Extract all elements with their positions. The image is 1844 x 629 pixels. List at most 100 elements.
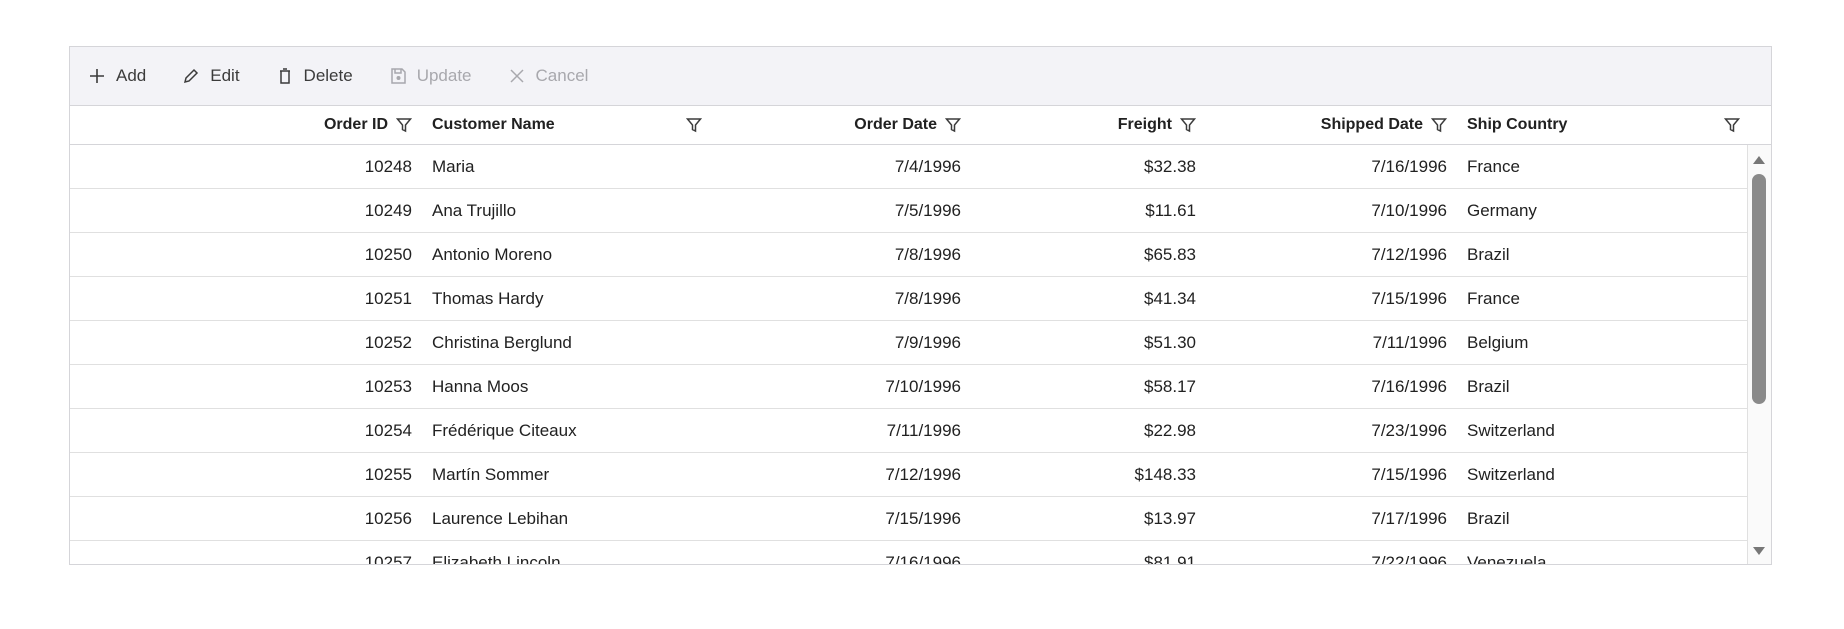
cell: Christina Berglund	[432, 333, 572, 352]
cell: Germany	[1467, 201, 1537, 220]
cell: Elizabeth Lincoln	[432, 553, 561, 565]
delete-label: Delete	[303, 66, 353, 85]
cell: Antonio Moreno	[432, 245, 553, 264]
table-row[interactable]: 10257 Elizabeth Lincoln 7/16/1996 $81.91 7/2…	[70, 541, 1750, 565]
column-header[interactable]: Ship Country	[1457, 106, 1750, 144]
edit-button[interactable]: Edit	[182, 66, 240, 86]
cell: 7/11/1996	[1372, 333, 1447, 352]
column-title: Freight	[1117, 116, 1172, 133]
scrollbar[interactable]	[1747, 145, 1771, 564]
cell: 7/9/1996	[894, 333, 961, 352]
cell: Hanna Moos	[432, 377, 529, 396]
cell: $51.30	[1144, 333, 1196, 352]
cell: France	[1467, 289, 1520, 308]
column-title: Shipped Date	[1320, 116, 1423, 133]
column-title: Customer Name	[432, 116, 555, 133]
update-label: Update	[416, 66, 472, 85]
delete-button[interactable]: Delete	[276, 66, 353, 86]
filter-icon[interactable]	[1180, 117, 1196, 133]
table-row[interactable]: 10252 Christina Berglund 7/9/1996 $51.30 7/1…	[70, 321, 1750, 365]
cancel-label: Cancel	[535, 66, 589, 85]
filter-icon[interactable]	[1724, 117, 1740, 133]
table-row[interactable]: 10249 Ana Trujillo 7/5/1996 $11.61 7/10/1996…	[70, 189, 1750, 233]
cell: $58.17	[1144, 377, 1196, 396]
cell: 10254	[364, 421, 412, 440]
add-label: Add	[116, 66, 147, 85]
column-header[interactable]: Freight	[971, 106, 1206, 144]
add-button[interactable]: Add	[88, 66, 146, 86]
cell: 10257	[364, 553, 412, 565]
cell: Ana Trujillo	[432, 201, 517, 220]
filter-icon[interactable]	[945, 117, 961, 133]
column-header[interactable]: Shipped Date	[1206, 106, 1457, 144]
grid-body: 10248 Maria 7/4/1996 $32.38 7/16/1996 France 1…	[70, 145, 1771, 565]
cell: $41.34	[1144, 289, 1196, 308]
column-header[interactable]: Order ID	[70, 106, 422, 144]
cell: Venezuela	[1467, 553, 1547, 565]
cell: 7/16/1996	[885, 553, 961, 565]
cell: 7/8/1996	[894, 289, 961, 308]
table-row[interactable]: 10250 Antonio Moreno 7/8/1996 $65.83 7/12/19…	[70, 233, 1750, 277]
cell: 10256	[364, 509, 412, 528]
scrollbar-graphic	[1752, 156, 1766, 555]
header-row: Order ID Customer Name Order Date Freight Sh…	[70, 106, 1771, 145]
table-row[interactable]: 10251 Thomas Hardy 7/8/1996 $41.34 7/15/1996…	[70, 277, 1750, 321]
cell: Brazil	[1467, 509, 1510, 528]
cell: Thomas Hardy	[432, 289, 544, 308]
cell: 7/10/1996	[885, 377, 961, 396]
cancel-button[interactable]: Cancel	[508, 66, 589, 86]
filter-icon[interactable]	[686, 117, 702, 133]
cell: Laurence Lebihan	[432, 509, 569, 528]
cell: 7/23/1996	[1371, 421, 1447, 440]
cell: Switzerland	[1467, 465, 1555, 484]
cell: 7/22/1996	[1371, 553, 1447, 565]
cell: 7/15/1996	[885, 509, 961, 528]
cell: 7/10/1996	[1371, 201, 1447, 220]
cell: $22.98	[1144, 421, 1196, 440]
cell: 7/16/1996	[1371, 377, 1447, 396]
cell: 7/15/1996	[1371, 289, 1447, 308]
cell: France	[1467, 157, 1520, 176]
column-title: Order ID	[323, 116, 388, 133]
cell: Belgium	[1467, 333, 1529, 352]
cell: $148.33	[1134, 465, 1196, 484]
cell: $81.91	[1144, 553, 1196, 565]
cell: Brazil	[1467, 377, 1510, 396]
cell: $32.38	[1144, 157, 1196, 176]
cell: 7/11/1996	[886, 421, 961, 440]
table-row[interactable]: 10254 Frédérique Citeaux 7/11/1996 $22.98 7/…	[70, 409, 1750, 453]
cell: $65.83	[1144, 245, 1196, 264]
table-row[interactable]: 10253 Hanna Moos 7/10/1996 $58.17 7/16/1996 B…	[70, 365, 1750, 409]
cell: 7/5/1996	[894, 201, 961, 220]
edit-label: Edit	[210, 66, 240, 85]
cell: 7/16/1996	[1371, 157, 1447, 176]
column-header[interactable]: Customer Name	[422, 106, 712, 144]
table-row[interactable]: 10256 Laurence Lebihan 7/15/1996 $13.97 7/17…	[70, 497, 1750, 541]
cell: Switzerland	[1467, 421, 1555, 440]
column-title: Order Date	[854, 116, 937, 133]
cell: 10253	[364, 377, 412, 396]
table-row[interactable]: 10255 Martín Sommer 7/12/1996 $148.33 7/15/1…	[70, 453, 1750, 497]
cell: $13.97	[1144, 509, 1196, 528]
cell: 10255	[364, 465, 412, 484]
cell: 7/12/1996	[885, 465, 961, 484]
cell: Frédérique Citeaux	[432, 421, 577, 440]
cell: 7/4/1996	[894, 157, 961, 176]
cell: 7/15/1996	[1371, 465, 1447, 484]
cell: 10251	[364, 289, 412, 308]
filter-icon[interactable]	[1431, 117, 1447, 133]
update-button[interactable]: Update	[389, 66, 472, 86]
filter-icon[interactable]	[396, 117, 412, 133]
cell: 10248	[364, 157, 412, 176]
cell: 10252	[364, 333, 412, 352]
cell: 10249	[364, 201, 412, 220]
data-grid: Add Edit Delete Update Cancel Order ID Cu…	[69, 46, 1772, 565]
table-row[interactable]: 10248 Maria 7/4/1996 $32.38 7/16/1996 France	[70, 145, 1750, 189]
column-title: Ship Country	[1467, 116, 1568, 133]
cell: 7/17/1996	[1371, 509, 1447, 528]
column-header[interactable]: Order Date	[712, 106, 971, 144]
cell: 7/8/1996	[894, 245, 961, 264]
rows: 10248 Maria 7/4/1996 $32.38 7/16/1996 France 1…	[70, 145, 1771, 565]
cell: 7/12/1996	[1371, 245, 1447, 264]
